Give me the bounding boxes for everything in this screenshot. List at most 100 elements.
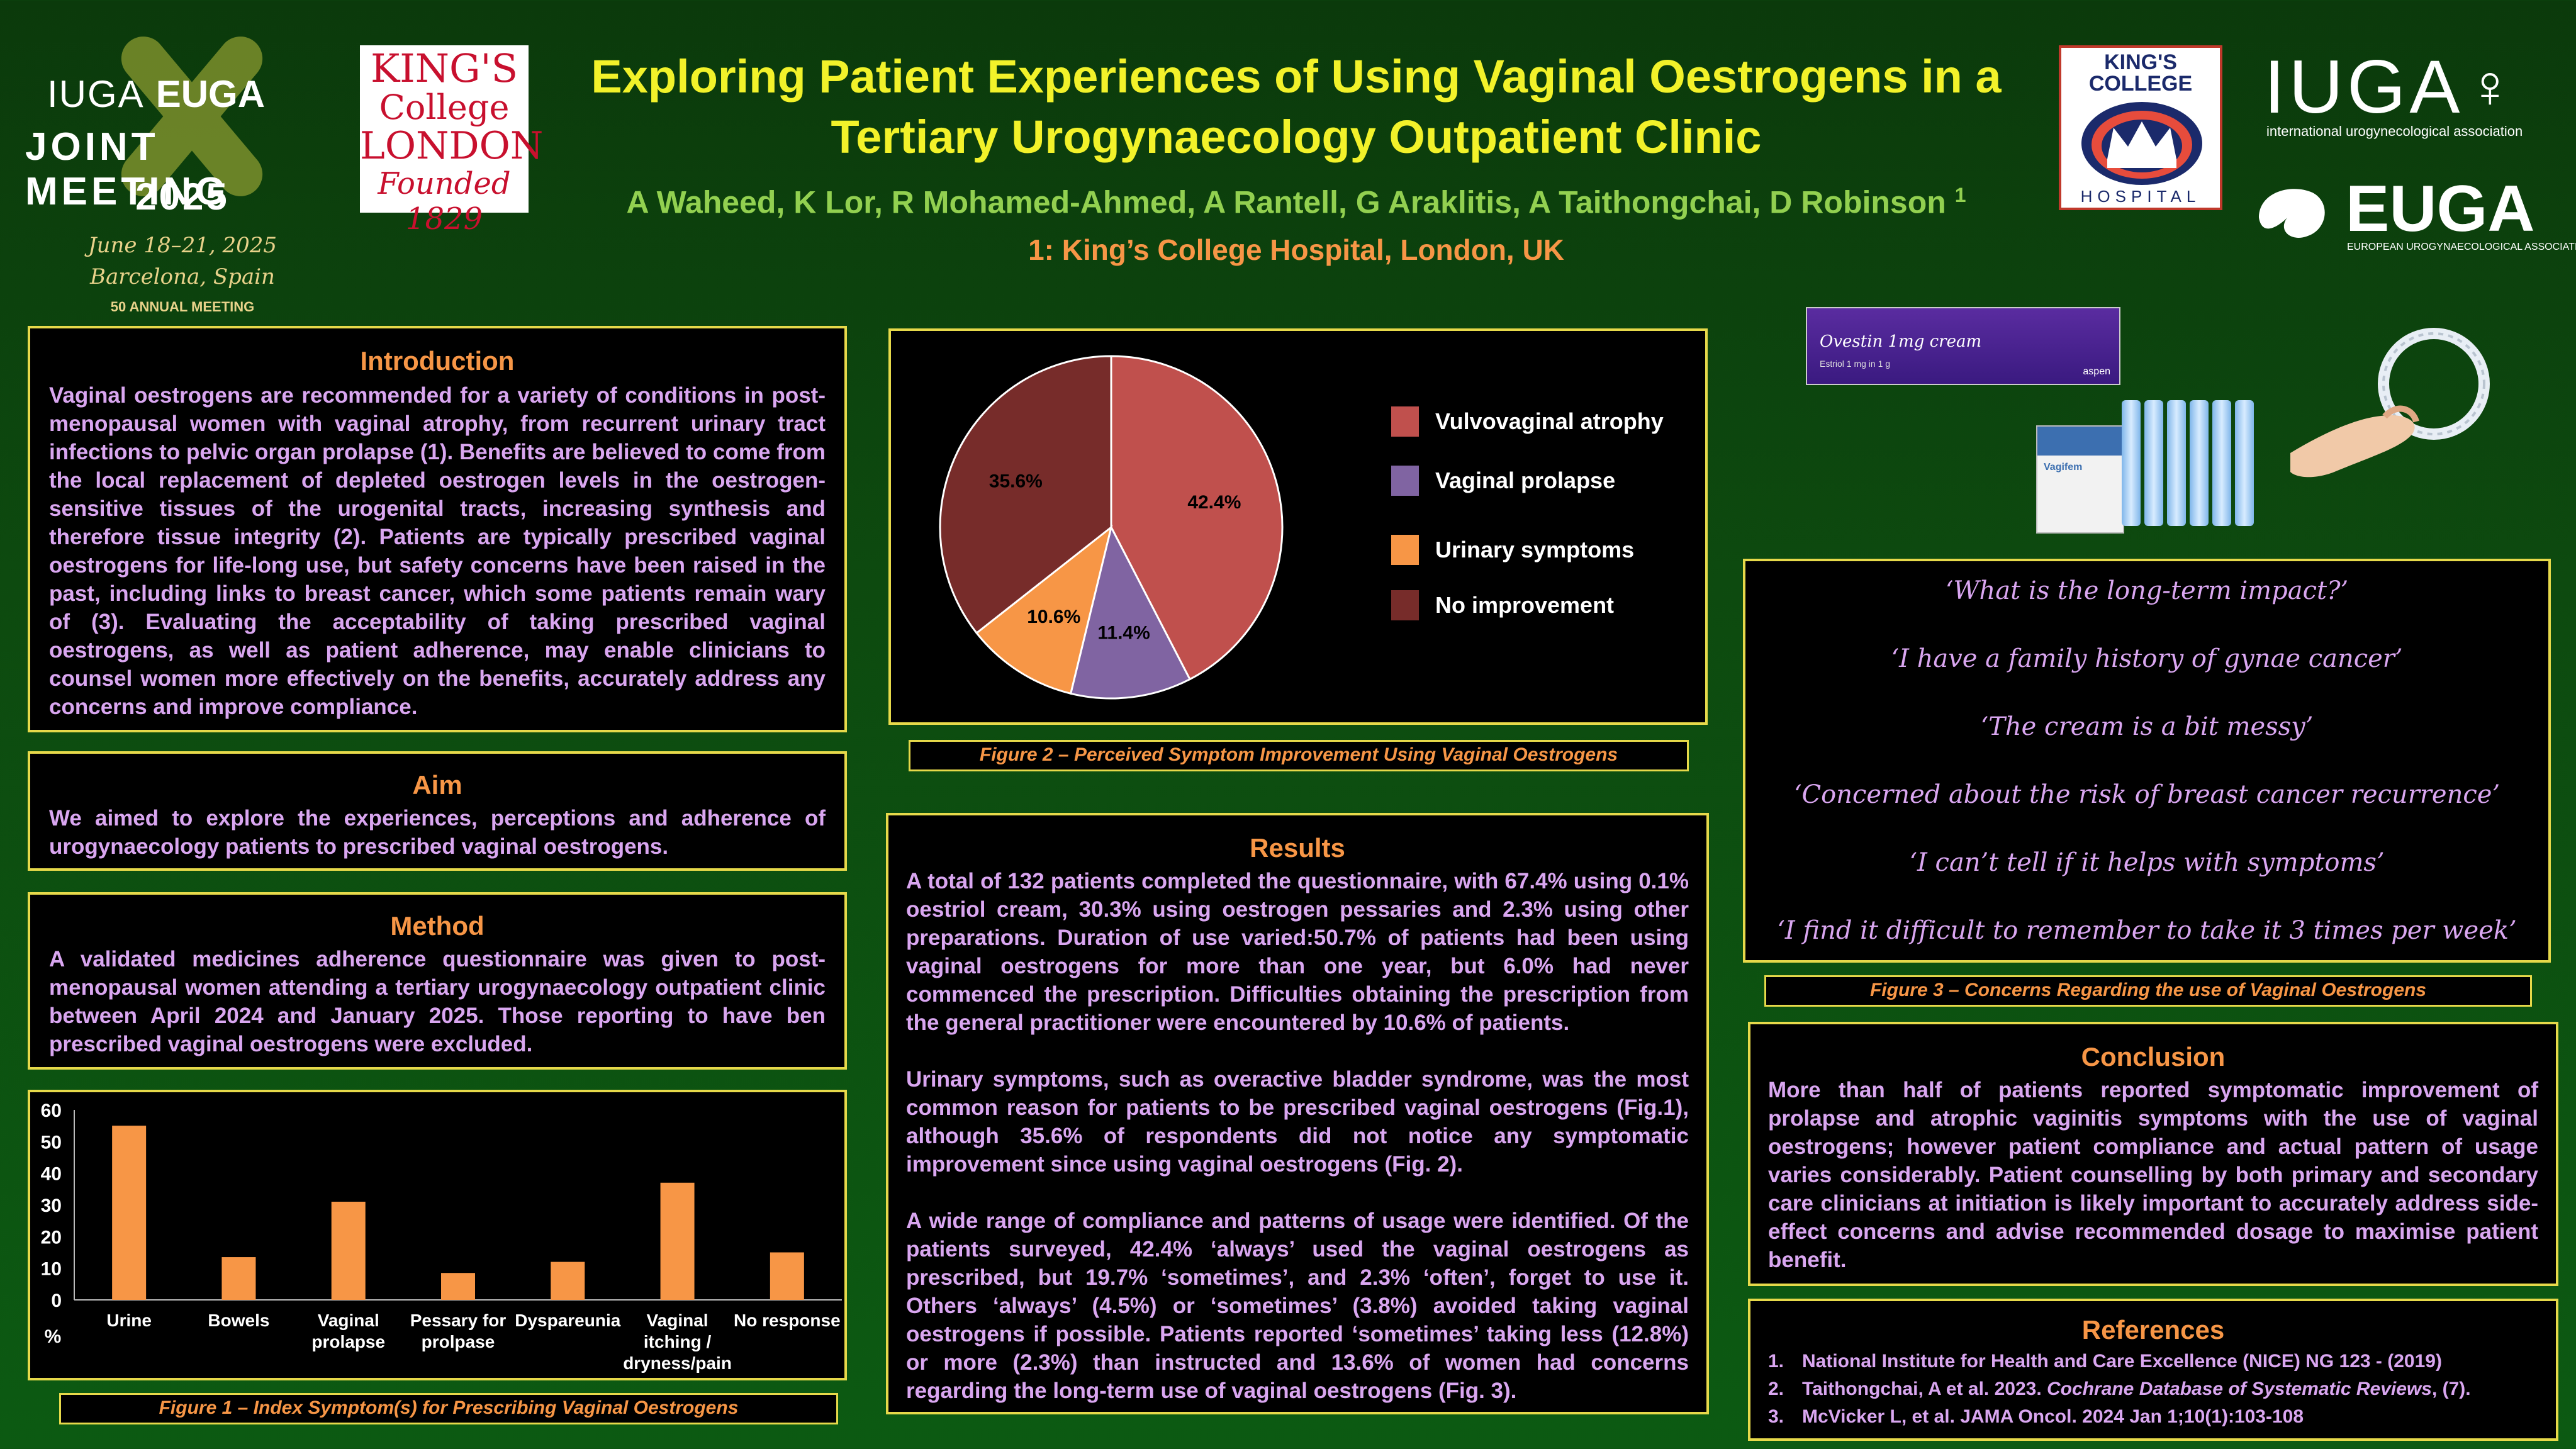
x-tick-label: Dyspareunia	[515, 1311, 620, 1330]
method-text: A validated medicines adherence question…	[49, 947, 826, 1056]
title-line-1: Exploring Patient Experiences of Using V…	[591, 50, 2002, 103]
aim-text: We aimed to explore the experiences, per…	[49, 806, 826, 859]
meeting-annual: 50 ANNUAL MEETING	[110, 299, 255, 315]
results-paragraph-3: A wide range of compliance and patterns …	[906, 1209, 1689, 1403]
y-tick-label: 30	[41, 1195, 62, 1216]
results-paragraph-2: Urinary symptoms, such as overactive bla…	[906, 1067, 1689, 1177]
reference-1: 1. National Institute for Health and Care…	[1768, 1348, 2538, 1375]
meeting-city: Barcelona, Spain	[90, 264, 275, 289]
introduction-text: Vaginal oestrogens are recommended for a…	[49, 383, 826, 719]
reference-2: 2. Taithongchai, A et al. 2023. Cochrane …	[1768, 1375, 2538, 1403]
x-tick-label: Urine	[106, 1311, 152, 1330]
method-title: Method	[390, 911, 484, 941]
meeting-euga-text: EUGA	[155, 73, 266, 115]
reference-2-post: , (7).	[2431, 1379, 2471, 1399]
euga-logo: EUGA EUROPEAN UROGYNAECOLOGICAL ASSOCIAT…	[2253, 176, 2576, 258]
y-tick-label: 60	[41, 1100, 62, 1121]
legend-label: No improvement	[1435, 592, 1615, 618]
pie-value-label: 10.6%	[1027, 607, 1080, 627]
reference-3-text: McVicker L, et al. JAMA Oncol. 2024 Jan …	[1802, 1406, 2304, 1427]
x-tick-label: prolapse	[311, 1332, 385, 1351]
reference-1-num: 1.	[1768, 1351, 1784, 1372]
reference-2-pre: Taithongchai, A et al. 2023.	[1802, 1379, 2047, 1399]
bar	[331, 1201, 366, 1300]
figure2-box: 42.4% 11.4% 10.6% 35.6% Vulvovaginal atroph…	[888, 328, 1708, 725]
kcl-line4: Founded 1829	[378, 166, 511, 237]
kcl-line1: KING'S	[370, 45, 518, 91]
bar	[221, 1257, 256, 1300]
bar	[770, 1252, 804, 1300]
conclusion-title: Conclusion	[2081, 1042, 2226, 1071]
x-tick-label: No response	[734, 1311, 841, 1330]
reference-3: 3. McVicker L, et al. JAMA Oncol. 2024 Ja…	[1768, 1403, 2538, 1431]
female-symbol-icon: ♀	[2467, 53, 2513, 120]
legend-swatch	[1391, 406, 1419, 437]
results-title: Results	[1250, 833, 1345, 863]
kcl-line2: College	[379, 87, 510, 127]
bar	[660, 1182, 695, 1300]
pessary-pack-image: Vagifem	[2036, 400, 2254, 534]
iuga-logo: IUGA ♀ international urogynecological as…	[2264, 45, 2566, 139]
pessary-label: Vagifem	[2044, 462, 2083, 473]
cream-box-sub: Estriol 1 mg in 1 g	[1820, 359, 1891, 369]
kch-top-text: KING'S COLLEGE	[2088, 50, 2193, 96]
quote-item: ‘I have a family history of gynae cancer…	[1891, 644, 2403, 673]
euga-sub: EUROPEAN UROGYNAECOLOGICAL ASSOCIATION	[2347, 242, 2576, 252]
results-paragraph-1: A total of 132 patients completed the qu…	[906, 869, 1689, 1035]
figure3-caption: Figure 3 – Concerns Regarding the use of…	[1764, 975, 2532, 1007]
legend-item: Urinary symptoms	[1391, 535, 1634, 565]
legend-label: Vaginal prolapse	[1435, 467, 1616, 493]
introduction-box: Introduction Vaginal oestrogens are reco…	[28, 326, 847, 732]
pie-slice	[939, 355, 1112, 635]
x-tick-label: dryness/pain	[623, 1353, 732, 1373]
legend-swatch	[1391, 466, 1419, 496]
y-tick-label: 40	[41, 1164, 62, 1185]
figure3-quotes-box: ‘What is the long-term impact?’ ‘I have a…	[1743, 559, 2551, 963]
bar	[441, 1273, 475, 1300]
quote-item: ‘The cream is a bit messy’	[1980, 712, 2314, 741]
figure2-caption: Figure 2 – Perceived Symptom Improvement…	[909, 740, 1689, 771]
introduction-title: Introduction	[360, 346, 515, 376]
kch-bottom-text: HOSPITAL	[2080, 187, 2201, 206]
title-line-2: Tertiary Urogynaecology Outpatient Clini…	[831, 111, 1762, 163]
bar	[551, 1262, 585, 1300]
y-tick-label: 50	[41, 1132, 62, 1153]
cream-box-label: Ovestin 1mg cream	[1820, 332, 1982, 351]
quote-item: ‘I can’t tell if it helps with symptoms’	[1909, 848, 2385, 877]
legend-item: Vaginal prolapse	[1391, 466, 1615, 496]
legend-swatch	[1391, 590, 1419, 620]
vaginal-ring-hand-image	[2290, 328, 2490, 478]
references-box: References 1. National Institute for Heal…	[1748, 1299, 2558, 1441]
y-axis-label: %	[45, 1326, 62, 1347]
figure2-legend: Vulvovaginal atrophy Vaginal prolapse Urin…	[1391, 406, 1693, 658]
meeting-joint-text: JOINT MEETING	[25, 125, 230, 213]
legend-label: Vulvovaginal atrophy	[1435, 408, 1664, 434]
crown-icon	[2081, 102, 2202, 185]
x-tick-label: Pessary for	[410, 1311, 507, 1330]
x-tick-label: Vaginal	[647, 1311, 708, 1330]
pie-slice	[975, 525, 1113, 695]
bar	[112, 1126, 147, 1300]
figure1-caption: Figure 1 – Index Symptom(s) for Prescrib…	[59, 1393, 838, 1424]
reference-2-journal: Cochrane Database of Systematic Reviews	[2047, 1379, 2432, 1399]
meeting-logo: IUGA EUGA JOINT MEETING 2025 June 18–21,…	[13, 13, 365, 321]
reference-3-num: 3.	[1768, 1406, 1784, 1427]
quote-item: ‘What is the long-term impact?’	[1945, 576, 2349, 605]
x-tick-label: Vaginal	[318, 1311, 379, 1330]
pie-slice	[1110, 355, 1284, 681]
pie-value-label: 35.6%	[989, 471, 1043, 491]
kcl-line3: LONDON	[360, 124, 544, 168]
kcl-logo: KING'S College LONDON Founded 1829	[360, 45, 544, 237]
legend-swatch	[1391, 535, 1419, 565]
y-tick-label: 20	[41, 1227, 62, 1248]
cross-emblem-icon	[121, 36, 263, 196]
iuga-name: IUGA	[2264, 45, 2464, 129]
conclusion-text: More than half of patients reported symp…	[1768, 1078, 2538, 1272]
legend-label: Urinary symptoms	[1435, 537, 1635, 562]
cream-box-brand: aspen	[2083, 366, 2110, 377]
poster-title: Exploring Patient Experiences of Using V…	[541, 47, 2051, 167]
figure2-pie-chart: 42.4% 11.4% 10.6% 35.6%	[939, 355, 1284, 700]
authors: A Waheed, K Lor, R Mohamed-Ahmed, A Rant…	[541, 184, 2051, 221]
authors-text: A Waheed, K Lor, R Mohamed-Ahmed, A Rant…	[626, 184, 1946, 220]
pie-value-label: 11.4%	[1097, 622, 1150, 643]
